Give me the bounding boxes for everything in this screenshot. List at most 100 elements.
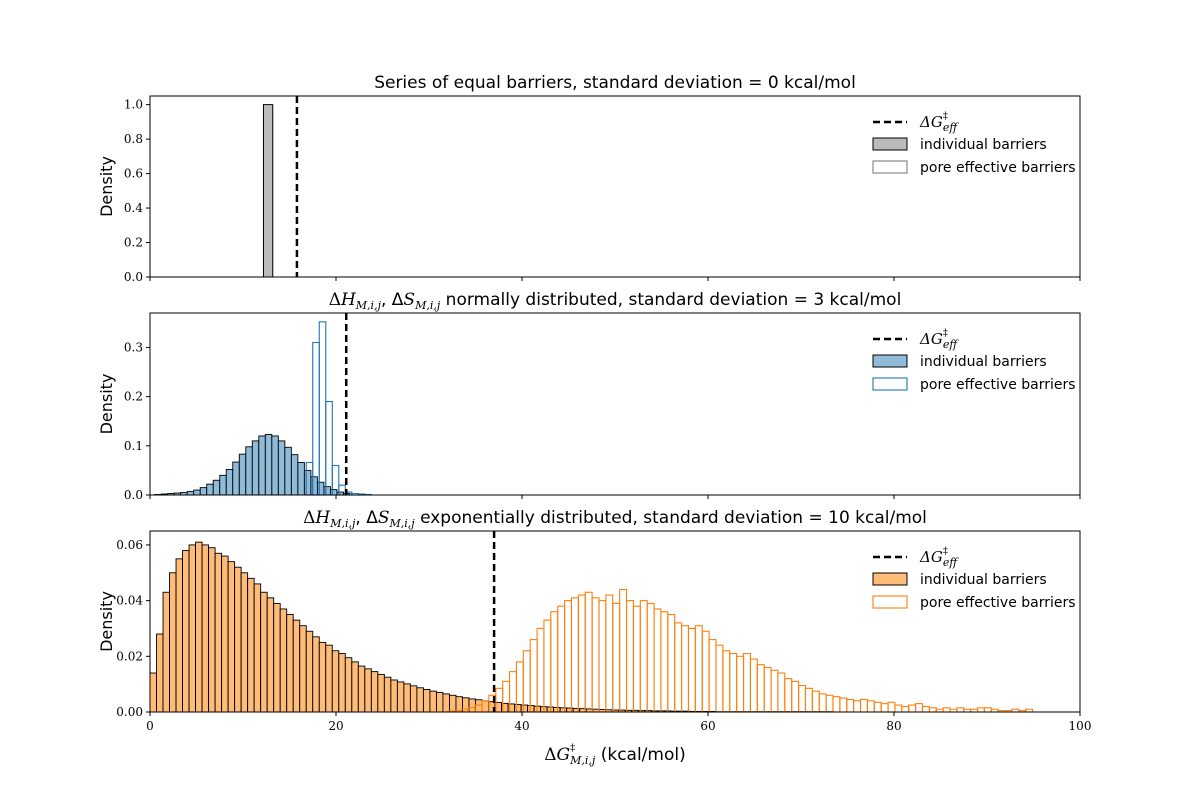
panel-title: ΔHM,i,j, ΔSM,i,j exponentially distribut… bbox=[303, 508, 927, 530]
pore-bar bbox=[653, 608, 662, 713]
individual-bar bbox=[520, 704, 529, 713]
pore-bar bbox=[846, 698, 855, 713]
panel-3: 0.00 0.02 0.04 0.06 0 20 40 60 80 100 Density ΔHM,i… bbox=[97, 508, 1091, 767]
pore-bar bbox=[646, 602, 655, 713]
legend-individual-label: individual barriers bbox=[920, 137, 1047, 153]
individual-bar bbox=[264, 434, 273, 496]
legend-individual-label: individual barriers bbox=[920, 354, 1047, 370]
individual-bar bbox=[247, 577, 255, 713]
pore-bar bbox=[763, 666, 772, 713]
individual-bar bbox=[156, 633, 164, 713]
pore-bar bbox=[584, 591, 593, 713]
x-axis-label: ΔG‡ M,i,j (kcal/mol) bbox=[544, 743, 685, 767]
y-tick-label: 0.6 bbox=[124, 167, 143, 181]
x-tick-label: 80 bbox=[886, 719, 901, 733]
pore-bar bbox=[880, 703, 889, 713]
pore-bar bbox=[777, 672, 786, 713]
pore-bar bbox=[756, 664, 765, 713]
y-tick-label: 0.0 bbox=[124, 270, 143, 284]
individual-bar bbox=[219, 474, 227, 496]
individual-bar bbox=[351, 661, 359, 713]
pore-bar bbox=[612, 602, 621, 713]
pore-bar bbox=[687, 627, 696, 713]
legend-pore-swatch bbox=[872, 595, 908, 609]
y-tick-label: 0.02 bbox=[116, 649, 143, 663]
y-tick-label: 0.1 bbox=[124, 439, 143, 453]
y-tick-label: 0.0 bbox=[124, 488, 143, 502]
individual-bar bbox=[234, 566, 242, 713]
pore-bar bbox=[818, 693, 827, 713]
individual-bar bbox=[316, 481, 325, 496]
individual-bar bbox=[331, 650, 340, 713]
legend-pore-swatch bbox=[872, 160, 908, 174]
individual-bar bbox=[357, 665, 366, 713]
pore-bar bbox=[976, 707, 985, 713]
pore-bar bbox=[694, 625, 703, 713]
panel-title: ΔHM,i,j, ΔSM,i,j normally distributed, s… bbox=[329, 290, 902, 312]
pore-bars bbox=[305, 321, 372, 496]
pore-bar bbox=[522, 650, 531, 713]
individual-bar bbox=[416, 687, 424, 713]
individual-bar bbox=[208, 547, 216, 713]
individual-bar bbox=[214, 552, 223, 713]
individual-bar bbox=[238, 453, 247, 496]
pore-bar bbox=[529, 639, 538, 713]
individual-bar bbox=[566, 707, 574, 713]
pore-bar bbox=[894, 704, 903, 713]
legend: ΔG‡ eff individual barriers pore effective … bbox=[872, 546, 1076, 611]
individual-bar bbox=[422, 688, 431, 713]
pore-bar bbox=[708, 639, 717, 713]
pore-bar bbox=[798, 684, 807, 713]
individual-bar bbox=[429, 690, 437, 713]
y-tick-label: 0.2 bbox=[124, 236, 143, 250]
pore-bar bbox=[570, 597, 579, 713]
legend-individual-swatch bbox=[872, 572, 908, 586]
individual-bar bbox=[318, 641, 327, 713]
individual-bar bbox=[193, 489, 201, 496]
individual-bar bbox=[292, 619, 301, 713]
panel-2: 0.0 0.1 0.2 0.3 Density ΔHM,i,j, ΔSM,i,j norm… bbox=[97, 290, 1081, 502]
individual-bar bbox=[266, 597, 275, 713]
pore-bar bbox=[942, 707, 951, 713]
y-tick-label: 0.00 bbox=[116, 705, 143, 719]
pore-bar bbox=[605, 594, 614, 713]
pore-bar bbox=[550, 611, 559, 713]
individual-bar bbox=[221, 555, 229, 713]
individual-bar bbox=[227, 561, 236, 713]
individual-bar bbox=[442, 693, 450, 713]
pore-bar bbox=[660, 611, 669, 713]
individual-bar bbox=[329, 489, 338, 496]
pore-bar bbox=[832, 696, 841, 713]
individual-bar bbox=[449, 694, 457, 713]
pore-bar bbox=[866, 700, 875, 713]
x-tick-label: 60 bbox=[700, 719, 715, 733]
individual-bar bbox=[338, 653, 346, 713]
individual-bar bbox=[481, 700, 489, 713]
individual-bar bbox=[364, 668, 372, 713]
individual-bar bbox=[212, 479, 221, 496]
pore-bar bbox=[921, 705, 930, 713]
individual-bar bbox=[468, 698, 476, 713]
pore-bar bbox=[956, 707, 965, 713]
x-tick-label: 40 bbox=[514, 719, 529, 733]
individual-bar bbox=[206, 483, 214, 496]
legend-individual-label: individual barriers bbox=[920, 572, 1047, 588]
pore-bar bbox=[591, 597, 600, 713]
individual-bar bbox=[201, 544, 210, 713]
y-tick-label: 0.2 bbox=[124, 390, 143, 404]
pore-bar bbox=[667, 613, 676, 713]
individual-bar bbox=[323, 486, 331, 496]
legend: ΔG‡ eff individual barriers pore effective … bbox=[872, 111, 1076, 176]
y-tick-label: 0.4 bbox=[124, 201, 143, 215]
pore-bar bbox=[736, 655, 745, 713]
y-axis-label: Density bbox=[97, 374, 116, 435]
legend-pore-label: pore effective barriers bbox=[920, 595, 1076, 611]
individual-bar bbox=[251, 440, 260, 496]
individual-bar bbox=[182, 550, 190, 713]
pore-bar bbox=[536, 627, 545, 713]
individual-bar bbox=[253, 583, 262, 713]
pore-bar bbox=[325, 400, 333, 496]
pore-bar bbox=[312, 341, 320, 496]
individual-bar bbox=[245, 446, 253, 496]
individual-bar bbox=[258, 435, 266, 496]
